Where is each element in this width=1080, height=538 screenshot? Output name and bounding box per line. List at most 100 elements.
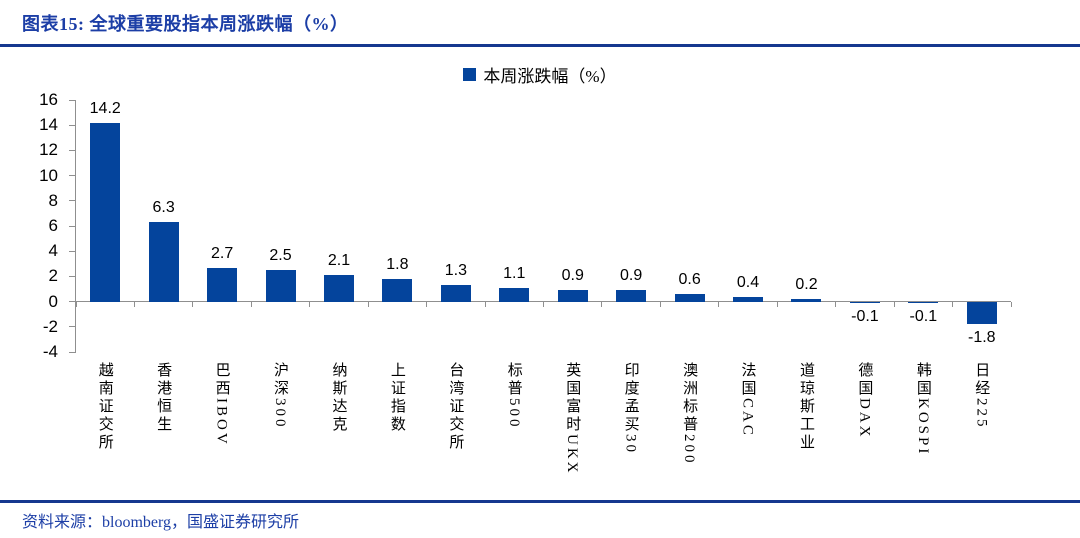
category-label: 韩国KOSPI: [894, 362, 952, 456]
category-label: 英国富时UKX: [544, 362, 602, 476]
y-tick-label: 0: [48, 291, 58, 311]
category-label-text: 印度孟买30: [622, 362, 639, 455]
figure-title: 图表15: 全球重要股指本周涨跌幅（%）: [22, 14, 349, 34]
category-label-text: 香港恒生: [155, 362, 172, 434]
category-label-text: 标普500: [505, 362, 522, 430]
y-axis-tick: [69, 149, 76, 151]
bar-value-label: 1.8: [386, 255, 409, 273]
category-label-text: 巴西IBOV: [213, 362, 230, 447]
category-label: 巴西IBOV: [193, 362, 251, 447]
category-tick: [952, 301, 954, 307]
y-tick-label: 10: [39, 165, 58, 185]
category-label: 澳洲标普200: [660, 362, 718, 466]
bar-value-label: -1.8: [967, 329, 996, 347]
category-label: 道琼斯工业: [777, 362, 835, 452]
category-tick: [718, 301, 720, 307]
category-label-text: 上证指数: [388, 362, 405, 434]
category-tick: [893, 301, 895, 307]
bar-value-label: 2.5: [269, 247, 292, 265]
category-label-text: 越南证交所: [96, 362, 113, 452]
bar: [499, 287, 530, 302]
category-label: 标普500: [485, 362, 543, 430]
y-tick-label: 8: [48, 190, 58, 210]
y-tick-label: -4: [42, 342, 58, 361]
bar: [207, 267, 238, 302]
category-label-text: 德国DAX: [856, 362, 873, 440]
bar: [557, 290, 588, 302]
y-tick-label: 4: [48, 241, 58, 261]
bar-value-label: 2.7: [210, 244, 234, 262]
y-axis-tick: [69, 351, 76, 353]
category-tick: [250, 301, 252, 307]
y-axis-tick: [69, 200, 76, 202]
category-label-text: 纳斯达克: [330, 362, 347, 434]
footer-divider-line: [0, 500, 1080, 503]
bar: [90, 122, 121, 302]
y-axis-tick: [69, 301, 76, 303]
category-tick: [367, 301, 369, 307]
category-tick: [543, 301, 544, 307]
y-axis-tick: [69, 124, 76, 126]
category-label-text: 日经225: [973, 362, 990, 430]
category-label: 印度孟买30: [602, 362, 660, 455]
category-label: 越南证交所: [76, 362, 134, 452]
category-tick: [75, 301, 77, 307]
category-tick: [1010, 301, 1012, 307]
bar: [323, 275, 354, 302]
y-axis-tick: [69, 250, 76, 252]
bar-value-label: 0.6: [678, 271, 701, 289]
category-label-text: 韩国KOSPI: [914, 362, 931, 457]
y-axis-tick: [69, 99, 76, 101]
bar: [966, 301, 997, 325]
category-label-text: 道琼斯工业: [797, 362, 814, 452]
y-axis-tick: [69, 175, 76, 177]
category-label: 沪深300: [251, 362, 309, 430]
category-label-text: 沪深300: [272, 362, 289, 430]
bar: [674, 294, 705, 302]
bar: [616, 290, 647, 302]
bar: [849, 301, 880, 304]
bar: [148, 222, 179, 302]
category-label: 纳斯达克: [310, 362, 368, 434]
category-tick: [192, 301, 194, 307]
category-tick: [426, 301, 428, 307]
category-label: 台湾证交所: [427, 362, 485, 452]
category-tick: [601, 301, 603, 307]
y-axis-tick: [69, 326, 76, 328]
category-tick: [484, 301, 486, 307]
y-tick-label: 12: [39, 140, 58, 160]
y-axis-tick: [69, 275, 76, 277]
legend-swatch-icon: [463, 68, 477, 81]
bar-value-label: 14.2: [89, 99, 121, 117]
category-label: 德国DAX: [836, 362, 894, 440]
y-tick-label: 16: [39, 90, 58, 109]
bar: [265, 270, 296, 302]
bar: [908, 301, 939, 304]
bar-value-label: 2.1: [327, 252, 351, 270]
category-tick: [309, 301, 311, 307]
bar-value-label: 0.9: [620, 267, 643, 285]
category-label: 上证指数: [368, 362, 426, 434]
bar-value-label: 0.9: [561, 267, 584, 285]
bar-value-label: 1.3: [444, 262, 467, 280]
category-tick: [659, 301, 661, 307]
category-label: 日经225: [953, 362, 1011, 430]
category-label-text: 台湾证交所: [447, 362, 464, 452]
bar-value-label: -0.1: [909, 307, 938, 325]
bar-value-label: -0.1: [851, 307, 879, 325]
bar: [733, 296, 764, 302]
bar-value-label: 0.4: [736, 273, 760, 291]
category-label: 香港恒生: [134, 362, 192, 434]
y-axis-tick: [69, 225, 76, 227]
y-tick-label: -2: [42, 316, 58, 336]
bar-value-label: 6.3: [152, 199, 175, 217]
source-note: 资料来源：bloomberg，国盛证券研究所: [22, 514, 300, 531]
category-label-text: 法国CAC: [739, 362, 756, 438]
y-tick-label: 14: [39, 115, 58, 135]
bar-value-label: 1.1: [503, 264, 526, 282]
category-label-text: 英国富时UKX: [564, 362, 581, 476]
bar: [382, 278, 413, 302]
y-tick-label: 2: [48, 266, 58, 286]
category-label-text: 澳洲标普200: [681, 362, 698, 466]
